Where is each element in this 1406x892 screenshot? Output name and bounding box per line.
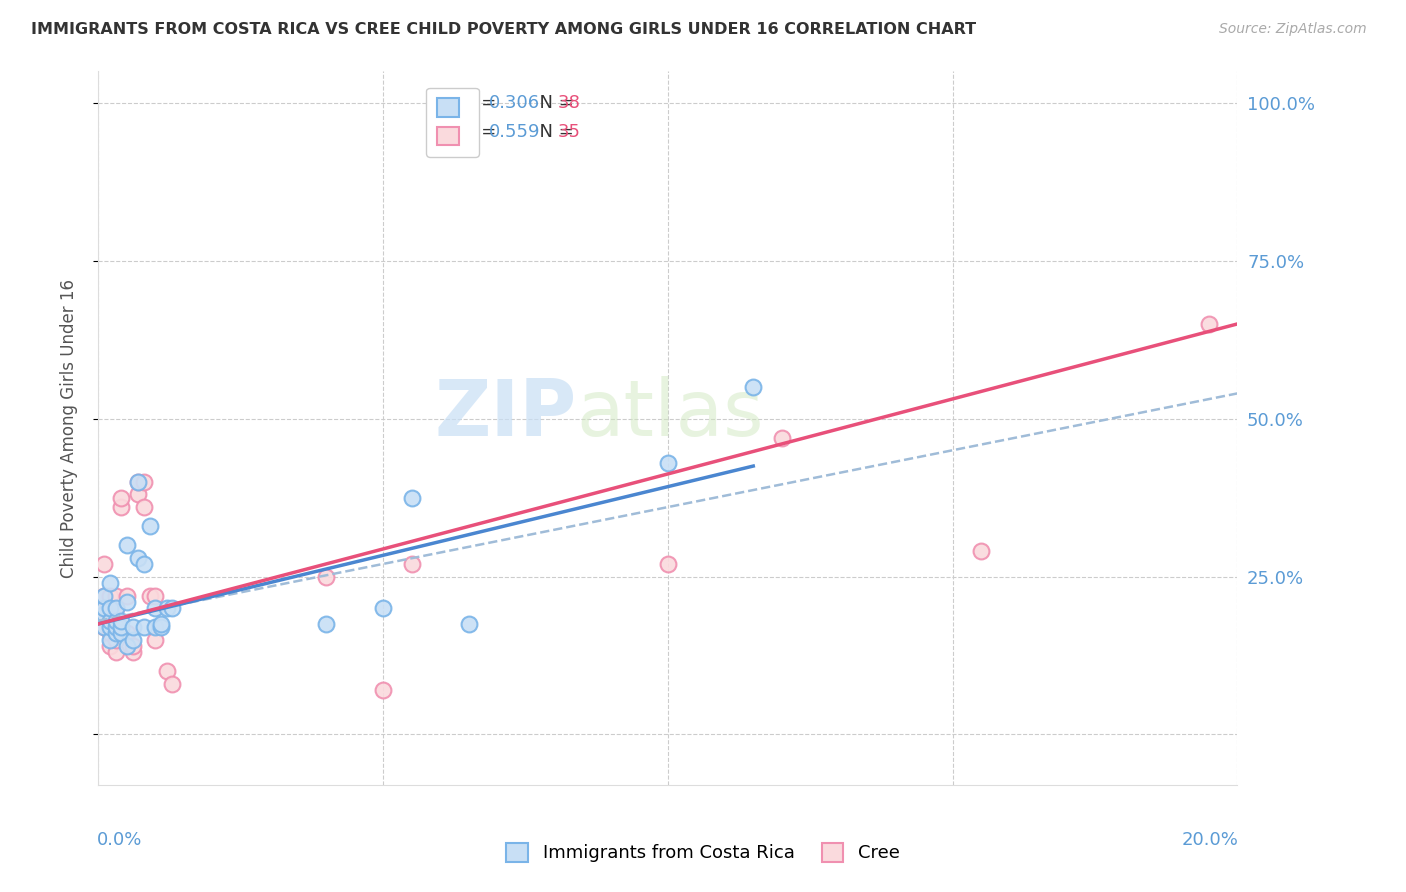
Point	[93, 607, 115, 622]
Text: 35: 35	[557, 123, 581, 141]
Point	[98, 620, 121, 634]
Text: R =: R =	[463, 123, 502, 141]
Point	[401, 491, 423, 505]
Point	[132, 475, 155, 489]
Point	[115, 595, 138, 609]
Point	[145, 601, 167, 615]
Point	[110, 500, 132, 514]
Point	[98, 639, 121, 653]
Point	[132, 557, 155, 571]
Point	[104, 601, 127, 615]
Point	[373, 601, 395, 615]
Point	[1198, 317, 1220, 331]
Y-axis label: Child Poverty Among Girls Under 16: Child Poverty Among Girls Under 16	[59, 278, 77, 578]
Point	[150, 616, 173, 631]
Point	[121, 620, 143, 634]
Point	[104, 620, 127, 634]
Text: 0.559: 0.559	[489, 123, 540, 141]
Text: IMMIGRANTS FROM COSTA RICA VS CREE CHILD POVERTY AMONG GIRLS UNDER 16 CORRELATIO: IMMIGRANTS FROM COSTA RICA VS CREE CHILD…	[31, 22, 976, 37]
Point	[93, 589, 115, 603]
Point	[98, 626, 121, 640]
Point	[127, 475, 149, 489]
Text: 20.0%: 20.0%	[1181, 831, 1239, 849]
Text: N =: N =	[527, 95, 579, 112]
Legend: Immigrants from Costa Rica, Cree: Immigrants from Costa Rica, Cree	[499, 836, 907, 870]
Text: N =: N =	[527, 123, 579, 141]
Point	[657, 557, 679, 571]
Point	[132, 620, 155, 634]
Text: atlas: atlas	[576, 376, 765, 452]
Text: ZIP: ZIP	[434, 376, 576, 452]
Point	[156, 665, 179, 679]
Point	[315, 569, 337, 583]
Point	[110, 614, 132, 628]
Point	[98, 632, 121, 647]
Point	[138, 519, 160, 533]
Text: Source: ZipAtlas.com: Source: ZipAtlas.com	[1219, 22, 1367, 37]
Point	[770, 431, 793, 445]
Point	[110, 491, 132, 505]
Point	[162, 677, 184, 691]
Legend: , : ,	[426, 87, 478, 157]
Point	[162, 601, 184, 615]
Point	[104, 632, 127, 647]
Point	[127, 487, 149, 501]
Point	[115, 538, 138, 552]
Point	[115, 639, 138, 653]
Point	[98, 614, 121, 628]
Point	[145, 620, 167, 634]
Point	[373, 683, 395, 698]
Point	[93, 620, 115, 634]
Point	[104, 601, 127, 615]
Point	[132, 500, 155, 514]
Point	[742, 380, 765, 394]
Point	[93, 607, 115, 622]
Point	[145, 589, 167, 603]
Point	[121, 645, 143, 659]
Point	[156, 601, 179, 615]
Point	[138, 589, 160, 603]
Point	[110, 620, 132, 634]
Point	[98, 575, 121, 590]
Point	[98, 620, 121, 634]
Point	[93, 589, 115, 603]
Point	[104, 589, 127, 603]
Point	[93, 620, 115, 634]
Point	[121, 632, 143, 647]
Point	[98, 601, 121, 615]
Point	[115, 589, 138, 603]
Point	[457, 616, 479, 631]
Point	[93, 557, 115, 571]
Text: 0.0%: 0.0%	[97, 831, 142, 849]
Point	[127, 475, 149, 489]
Point	[121, 639, 143, 653]
Point	[401, 557, 423, 571]
Point	[104, 614, 127, 628]
Point	[98, 589, 121, 603]
Point	[315, 616, 337, 631]
Point	[104, 626, 127, 640]
Point	[150, 620, 173, 634]
Text: R =: R =	[463, 95, 502, 112]
Point	[115, 626, 138, 640]
Point	[104, 645, 127, 659]
Text: 0.306: 0.306	[489, 95, 540, 112]
Point	[145, 632, 167, 647]
Point	[657, 456, 679, 470]
Point	[970, 544, 993, 558]
Point	[93, 601, 115, 615]
Point	[110, 626, 132, 640]
Text: 38: 38	[557, 95, 581, 112]
Point	[127, 550, 149, 565]
Point	[93, 601, 115, 615]
